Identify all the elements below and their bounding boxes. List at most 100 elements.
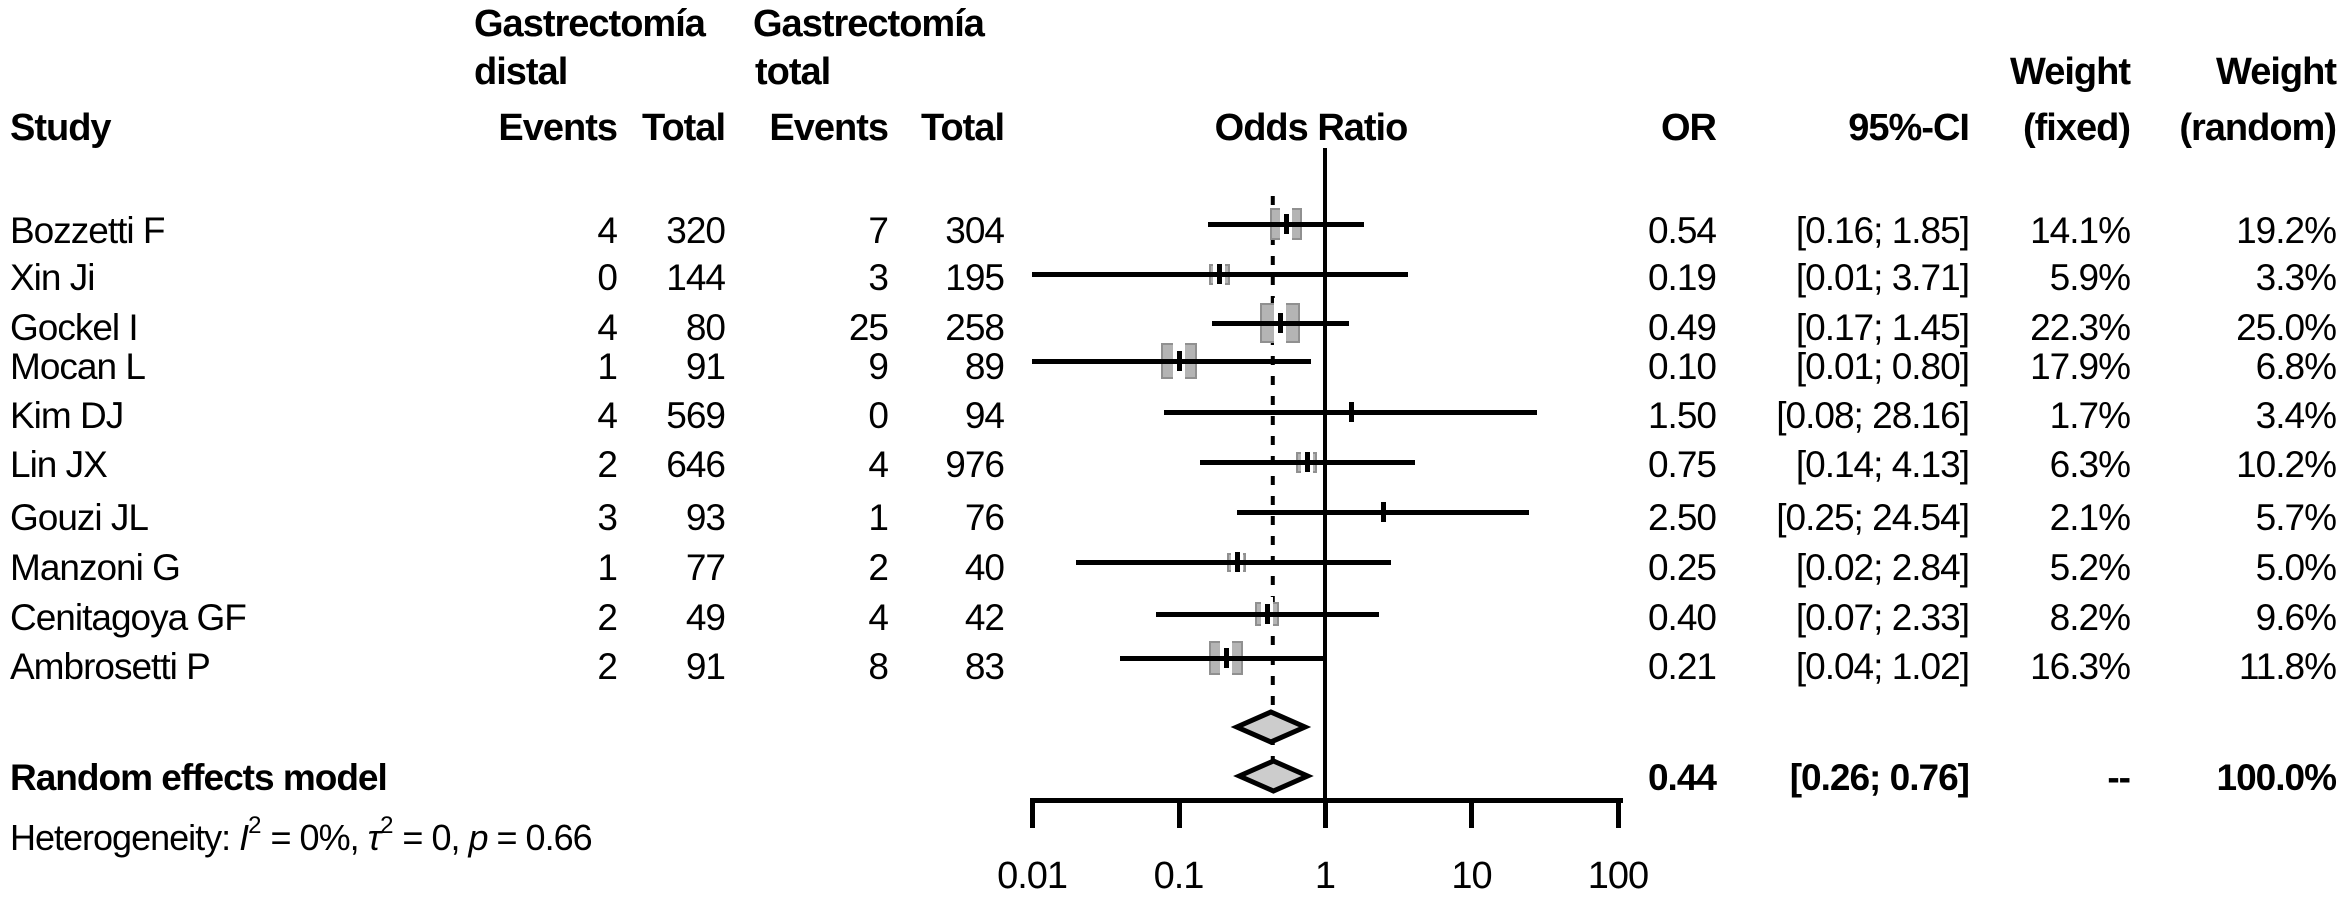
group1-total-value: 320 <box>666 210 726 251</box>
group2-total-value: 42 <box>964 597 1005 638</box>
weight-random-value: 5.0% <box>2255 547 2337 588</box>
or-col-header: OR <box>1661 107 1717 149</box>
het-tau-value: = 0, <box>393 817 469 858</box>
ci-value: [0.07; 2.33] <box>1795 597 1970 638</box>
study-name: Cenitagoya GF <box>10 597 247 638</box>
study-col-header: Study <box>10 107 112 149</box>
group2-total-value: 195 <box>945 257 1005 298</box>
group1-events-header: Events <box>498 107 618 149</box>
group2-total-value: 83 <box>964 646 1005 687</box>
heterogeneity-note: Heterogeneity: I2 = 0%, τ2 = 0, p = 0.66 <box>10 804 593 858</box>
or-value: 0.40 <box>1647 597 1717 638</box>
point-estimate-tick <box>1348 402 1354 422</box>
weight-random-header: Weight <box>2216 51 2337 93</box>
weight-fixed-value: 22.3% <box>2030 307 2131 348</box>
group2-events-value: 25 <box>848 307 889 348</box>
group2-events-value: 8 <box>868 646 889 687</box>
plot-title: Odds Ratio <box>1214 107 1409 149</box>
group2-total-value: 258 <box>945 307 1005 348</box>
summary-or-value: 0.44 <box>1647 757 1717 798</box>
group2-events-value: 9 <box>868 346 889 387</box>
group2-total-value: 304 <box>945 210 1005 251</box>
ci-value: [0.04; 1.02] <box>1795 646 1970 687</box>
weight-fixed-subheader: (fixed) <box>2023 107 2131 149</box>
group1-events-value: 4 <box>597 307 618 348</box>
weight-random-value: 3.3% <box>2255 257 2337 298</box>
x-axis-tick-label: 0.1 <box>1153 855 1205 897</box>
ci-value: [0.08; 28.16] <box>1776 395 1970 436</box>
group2-total-value: 94 <box>964 395 1005 436</box>
het-i-sup: 2 <box>248 812 262 839</box>
het-i-value: = 0%, <box>261 817 368 858</box>
weight-random-value: 11.8% <box>2238 646 2337 687</box>
group1-events-value: 0 <box>597 257 618 298</box>
study-name: Xin Ji <box>10 257 95 298</box>
group2-events-value: 0 <box>868 395 889 436</box>
or-value: 0.54 <box>1647 210 1717 251</box>
group1-subheader: distal <box>474 51 568 93</box>
or-value: 1.50 <box>1647 395 1717 436</box>
weight-fixed-value: 8.2% <box>2049 597 2131 638</box>
or-value: 2.50 <box>1647 497 1717 538</box>
weight-random-value: 10.2% <box>2236 444 2337 485</box>
group1-header: Gastrectomía <box>474 3 706 45</box>
group2-subheader: total <box>755 51 831 93</box>
study-name: Manzoni G <box>10 547 181 588</box>
weight-random-value: 25.0% <box>2236 307 2337 348</box>
weight-random-value: 6.8% <box>2255 346 2337 387</box>
weight-fixed-value: 5.9% <box>2049 257 2131 298</box>
group2-events-header: Events <box>769 107 889 149</box>
confidence-interval-line <box>1076 560 1392 565</box>
x-axis-tick <box>1469 798 1475 828</box>
group1-total-value: 91 <box>685 346 726 387</box>
het-tau-symbol: τ <box>367 817 382 858</box>
group2-total-value: 89 <box>964 346 1005 387</box>
x-axis-tick <box>1615 798 1621 828</box>
group2-events-value: 7 <box>868 210 889 251</box>
weight-random-value: 9.6% <box>2255 597 2337 638</box>
weight-random-subheader: (random) <box>2179 107 2337 149</box>
x-axis-tick <box>1030 798 1036 828</box>
weight-fixed-value: 16.3% <box>2030 646 2131 687</box>
group2-events-value: 4 <box>868 597 889 638</box>
group2-events-value: 1 <box>868 497 889 538</box>
group2-events-value: 3 <box>868 257 889 298</box>
weight-random-value: 5.7% <box>2255 497 2337 538</box>
point-estimate-tick <box>1223 648 1229 668</box>
weight-fixed-value: 1.7% <box>2049 395 2131 436</box>
study-name: Lin JX <box>10 444 108 485</box>
point-estimate-tick <box>1217 264 1223 284</box>
het-prefix: Heterogeneity: <box>10 817 240 858</box>
group2-total-header: Total <box>921 107 1005 149</box>
group1-events-value: 4 <box>597 395 618 436</box>
or-value: 0.10 <box>1647 346 1717 387</box>
group1-total-value: 569 <box>666 395 726 436</box>
fixed-effect-diamond <box>1230 709 1312 745</box>
study-name: Gockel I <box>10 307 139 348</box>
x-axis-tick-label: 100 <box>1587 855 1649 897</box>
weight-random-value: 3.4% <box>2255 395 2337 436</box>
point-estimate-tick <box>1234 552 1240 572</box>
x-axis-tick <box>1323 798 1328 828</box>
study-name: Gouzi JL <box>10 497 149 538</box>
ci-value: [0.17; 1.45] <box>1795 307 1970 348</box>
het-i-symbol: I <box>239 817 249 858</box>
group1-events-value: 2 <box>597 444 618 485</box>
point-estimate-tick <box>1304 452 1310 472</box>
het-p-symbol: p <box>468 817 488 858</box>
study-name: Bozzetti F <box>10 210 165 251</box>
ci-value: [0.02; 2.84] <box>1795 547 1970 588</box>
ci-value: [0.01; 3.71] <box>1795 257 1970 298</box>
group1-total-value: 77 <box>685 547 726 588</box>
het-p-value: = 0.66 <box>487 817 593 858</box>
point-estimate-tick <box>1176 351 1182 371</box>
weight-fixed-value: 5.2% <box>2049 547 2131 588</box>
or-value: 0.49 <box>1647 307 1717 348</box>
group1-total-value: 144 <box>666 257 726 298</box>
confidence-interval-line <box>1032 359 1311 364</box>
group1-total-header: Total <box>642 107 726 149</box>
or-value: 0.21 <box>1647 646 1717 687</box>
group1-events-value: 3 <box>597 497 618 538</box>
